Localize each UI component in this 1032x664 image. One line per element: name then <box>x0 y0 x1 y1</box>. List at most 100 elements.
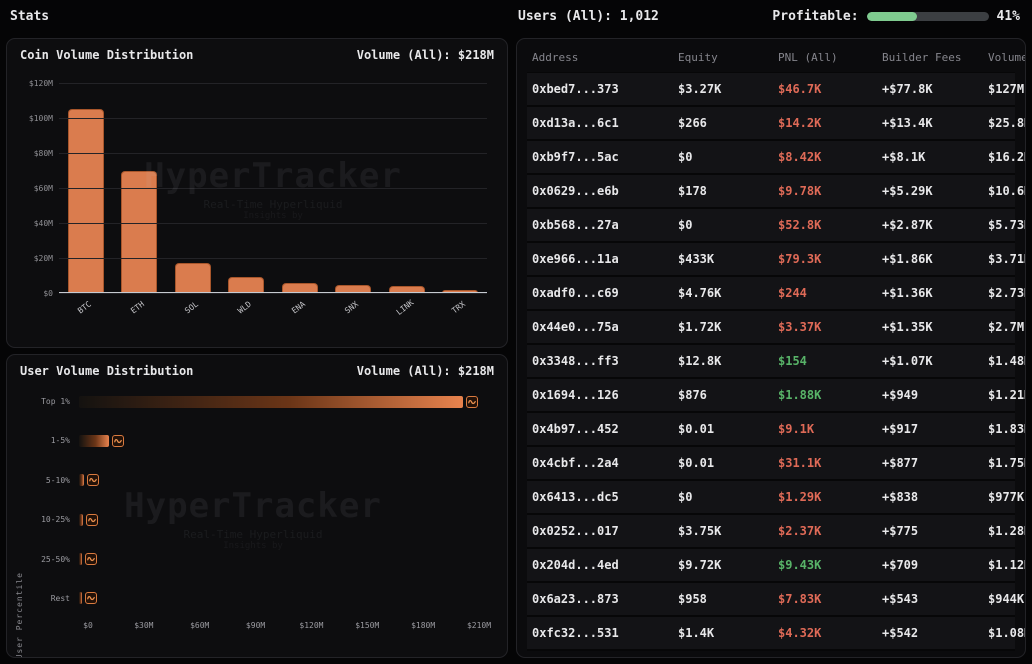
table-row[interactable]: 0x0629...e6b $178 $9.78K +$5.29K $10.6M <box>527 175 1025 209</box>
table-row[interactable]: 0xbed7...373 $3.27K $46.7K +$77.8K $127M <box>527 72 1024 107</box>
coin-bar-snx[interactable] <box>335 284 372 293</box>
cell-address: 0x0629...e6b <box>532 184 619 198</box>
cell-equity: $3.75K <box>678 524 722 538</box>
coin-chart-y-tick-label: $100M <box>28 113 53 123</box>
coin-bar-link[interactable] <box>388 286 425 293</box>
cell-pnl: $31.1K <box>778 456 822 470</box>
coin-chart-baseline <box>59 292 487 293</box>
cell-builder-fees: +$5.29K <box>882 184 933 198</box>
cell-pnl: $8.42K <box>778 150 822 164</box>
coin-chart-gridline: $40M <box>34 219 487 228</box>
user-row-label: 10-25% <box>41 515 70 525</box>
user-volume-bar[interactable] <box>79 592 83 605</box>
cell-builder-fees: +$949 <box>882 388 919 402</box>
cell-volume: $3.71M <box>988 252 1025 266</box>
cell-equity: $4.76K <box>678 286 722 300</box>
cell-builder-fees: +$709 <box>882 558 919 572</box>
column-header-address[interactable]: Address <box>532 51 579 64</box>
table-row[interactable]: 0x4cbf...2a4 $0.01 $31.1K +$877 $1.75M <box>527 447 1025 481</box>
hyperliquid-badge-icon[interactable] <box>85 553 98 566</box>
coin-bar-label-eth: ETH <box>129 299 147 316</box>
cell-address: 0xe966...11a <box>532 252 619 266</box>
cell-volume: $1.21M <box>988 388 1025 402</box>
profitable-label: Profitable: <box>772 8 859 24</box>
coin-volume-chart: BTC ETH SOL WLD ENA SNX LINK TRX HyperTracker R… <box>15 73 497 341</box>
cell-pnl: $7.83K <box>778 592 822 606</box>
column-header-pnl-all-[interactable]: PNL (All) <box>778 51 838 64</box>
users-count: Users (All): 1,012 <box>518 8 659 24</box>
user-volume-bar[interactable] <box>79 395 464 408</box>
hyperliquid-badge-icon[interactable] <box>85 592 98 605</box>
table-row[interactable]: 0x204d...4ed $9.72K $9.43K +$709 $1.12M <box>527 549 1025 583</box>
table-row[interactable]: 0x6413...dc5 $0 $1.29K +$838 $977K <box>527 481 1024 515</box>
table-row[interactable]: 0x6a23...873 $958 $7.83K +$543 $944K <box>527 583 1024 617</box>
cell-equity: $3.27K <box>678 82 722 96</box>
table-row[interactable]: 0x3348...ff3 $12.8K $154 +$1.07K $1.48M <box>527 345 1025 379</box>
hyperliquid-badge-icon[interactable] <box>111 434 124 447</box>
hyperliquid-badge-icon[interactable] <box>85 513 98 526</box>
user-volume-row: 25-50% <box>27 553 493 566</box>
table-row[interactable]: 0xfc32...531 $1.4K $4.32K +$542 $1.08M <box>527 617 1025 651</box>
cell-address: 0x3348...ff3 <box>532 354 619 368</box>
user-bars: Top 1% 1-5% 5-10% 10-25% 25-50% Rest <box>27 395 493 605</box>
column-header-volume[interactable]: Volume <box>988 51 1026 64</box>
cell-equity: $0.01 <box>678 422 715 436</box>
table-row[interactable]: 0x4b97...452 $0.01 $9.1K +$917 $1.83M <box>527 413 1025 447</box>
cell-address: 0x4b97...452 <box>532 422 619 436</box>
cell-pnl: $79.3K <box>778 252 822 266</box>
user-row-label: 5-10% <box>45 475 70 485</box>
user-volume-bar[interactable] <box>79 474 84 487</box>
table-row[interactable]: 0x44e0...75a $1.72K $3.37K +$1.35K $2.7M <box>527 311 1024 345</box>
user-volume-row: 5-10% <box>27 474 493 487</box>
table-row[interactable]: 0xd13a...6c1 $266 $14.2K +$13.4K $25.8M <box>527 107 1025 141</box>
hyperliquid-badge-icon[interactable] <box>86 474 99 487</box>
cell-equity: $433K <box>678 252 715 266</box>
user-volume-row: Rest <box>27 592 493 605</box>
cell-pnl: $3.37K <box>778 320 822 334</box>
hyperliquid-badge-icon[interactable] <box>466 395 479 408</box>
cell-builder-fees: +$2.87K <box>882 218 933 232</box>
cell-equity: $1.4K <box>678 626 715 640</box>
table-row[interactable]: 0x1694...126 $876 $1.88K +$949 $1.21M <box>527 379 1025 413</box>
user-volume-bar[interactable] <box>79 513 83 526</box>
coin-bar-slot: ENA <box>273 83 327 315</box>
cell-volume: $25.8M <box>988 116 1025 130</box>
cell-builder-fees: +$543 <box>882 592 919 606</box>
coin-chart-y-tick-label: $80M <box>33 148 53 158</box>
coin-bar-trx[interactable] <box>442 289 479 293</box>
cell-address: 0xd13a...6c1 <box>532 116 619 130</box>
user-volume-bar[interactable] <box>79 434 109 447</box>
charts-column: Coin Volume Distribution Volume (All): $… <box>6 38 508 658</box>
coin-chart-gridline: $60M <box>34 184 487 193</box>
user-chart-x-tick-label: $150M <box>355 621 380 630</box>
table-row[interactable]: 0xb568...27a $0 $52.8K +$2.87K $5.73M <box>527 209 1025 243</box>
coin-bar-eth[interactable] <box>121 170 158 293</box>
hyperliquid-logo-glyph <box>87 596 96 601</box>
cell-address: 0xadf0...c69 <box>532 286 619 300</box>
cell-builder-fees: +$775 <box>882 524 919 538</box>
coin-bar-sol[interactable] <box>174 263 211 293</box>
cell-equity: $178 <box>678 184 707 198</box>
table-row[interactable]: 0xadf0...c69 $4.76K $244 +$1.36K $2.73M <box>527 277 1025 311</box>
coin-bar-wld[interactable] <box>228 277 265 293</box>
coin-chart-y-tick-label: $0 <box>43 289 53 298</box>
coin-bar-label-sol: SOL <box>182 299 200 316</box>
user-panel-volume-total: Volume (All): $218M <box>356 364 494 378</box>
user-bar-area <box>79 434 493 447</box>
user-volume-bar[interactable] <box>79 553 83 566</box>
user-chart-x-tick-label: $0 <box>83 621 93 630</box>
user-panel-header: User Volume Distribution Volume (All): $… <box>7 355 507 387</box>
cell-volume: $127M <box>988 82 1025 96</box>
table-row[interactable]: 0x0252...017 $3.75K $2.37K +$775 $1.28M <box>527 515 1025 549</box>
coin-bar-ena[interactable] <box>281 283 318 293</box>
column-header-builder-fees[interactable]: Builder Fees <box>882 51 962 64</box>
coin-bar-label-snx: SNX <box>343 299 361 316</box>
table-row[interactable]: 0xe966...11a $433K $79.3K +$1.86K $3.71M <box>527 243 1025 277</box>
hyperliquid-logo-glyph <box>468 399 477 404</box>
column-header-equity[interactable]: Equity <box>678 51 718 64</box>
main-layout: Coin Volume Distribution Volume (All): $… <box>0 32 1032 664</box>
table-row[interactable]: 0xb9f7...5ac $0 $8.42K +$8.1K $16.2M <box>527 141 1025 175</box>
leaderboard-panel: Address Equity PNL (All) Builder Fees Volume… <box>516 38 1026 658</box>
coin-bar-btc[interactable] <box>67 109 104 293</box>
cell-address: 0x204d...4ed <box>532 558 619 572</box>
